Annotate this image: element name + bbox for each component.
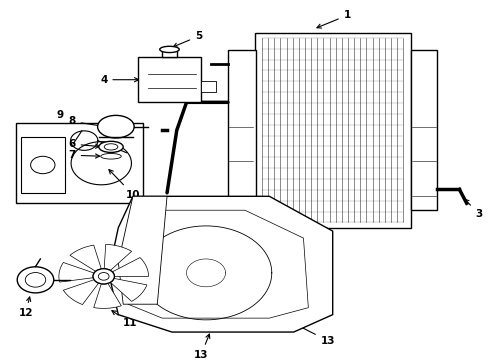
Text: 12: 12 [19,297,33,318]
Bar [162,49,177,57]
Ellipse shape [99,141,123,152]
Polygon shape [112,257,148,276]
Ellipse shape [30,156,55,174]
Text: 4: 4 [100,75,139,85]
Bar [411,50,438,210]
Polygon shape [104,244,132,270]
Ellipse shape [98,115,134,138]
Bar [201,81,216,92]
Ellipse shape [160,46,179,53]
Text: 2: 2 [183,205,215,226]
Ellipse shape [101,153,121,159]
Polygon shape [110,278,147,301]
Polygon shape [118,196,167,304]
Bar [16,123,143,203]
Ellipse shape [25,273,46,287]
Polygon shape [94,283,122,309]
Text: 11: 11 [112,311,138,328]
Text: 6: 6 [69,139,99,149]
Bar [21,137,65,193]
Text: 9: 9 [56,109,63,120]
Text: 1: 1 [317,10,351,28]
Polygon shape [70,245,101,271]
Bar [255,33,411,228]
Polygon shape [109,196,333,332]
Bar [228,50,256,210]
Text: 3: 3 [465,199,483,219]
Text: 7: 7 [68,150,99,160]
Text: 13: 13 [194,334,210,360]
Text: 8: 8 [69,117,102,127]
Text: 13: 13 [297,325,335,346]
Ellipse shape [98,273,109,280]
Polygon shape [59,262,94,282]
Ellipse shape [93,269,115,284]
Text: 10: 10 [109,170,140,199]
Ellipse shape [104,144,118,150]
Polygon shape [63,280,98,305]
Ellipse shape [17,267,54,293]
Bar [138,57,201,102]
Text: 5: 5 [173,31,202,47]
